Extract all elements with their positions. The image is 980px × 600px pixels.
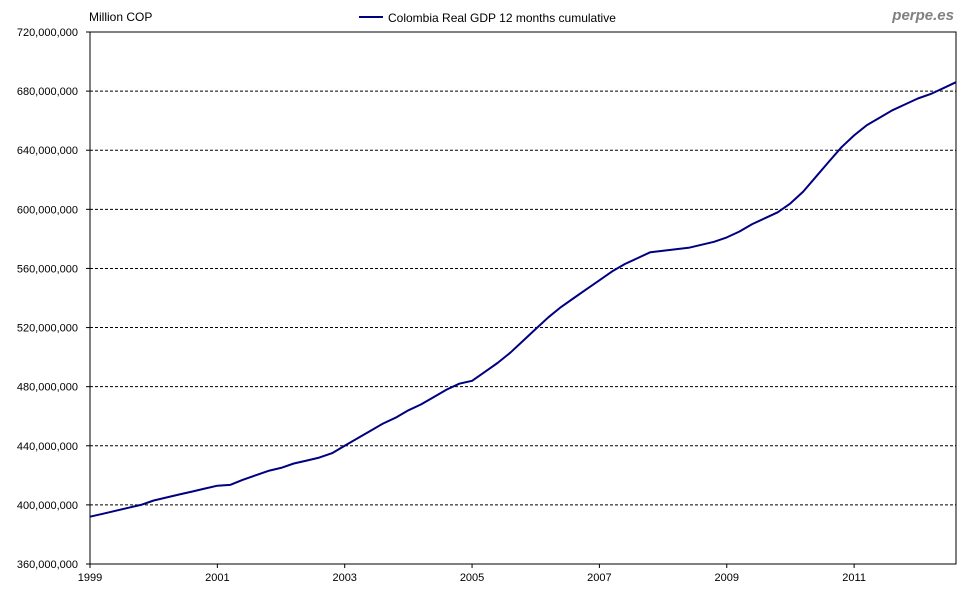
y-tick-label: 560,000,000 (17, 263, 78, 275)
legend-label: Colombia Real GDP 12 months cumulative (388, 11, 616, 25)
x-tick-label: 2003 (332, 572, 356, 584)
y-tick-label: 480,000,000 (17, 382, 78, 394)
legend: Colombia Real GDP 12 months cumulative (359, 11, 616, 25)
grid-lines (90, 90, 956, 506)
y-axis-ticks: 360,000,000 400,000,000 440,000,000 480,000… (17, 27, 90, 571)
x-tick-label: 2009 (715, 572, 739, 584)
series-layer (89, 81, 957, 518)
y-tick-label: 520,000,000 (17, 323, 78, 335)
y-axis-unit-label: Million COP (89, 10, 152, 24)
x-tick-label: 2001 (205, 572, 229, 584)
series-line (89, 81, 957, 518)
y-tick-label: 400,000,000 (17, 500, 78, 512)
y-tick-label: 600,000,000 (17, 204, 78, 216)
x-axis-ticks: 1999 2001 2003 2005 2007 2009 2011 (78, 564, 866, 584)
y-tick-label: 640,000,000 (17, 145, 78, 157)
plot-frame (89, 31, 957, 565)
y-tick-label: 440,000,000 (17, 441, 78, 453)
x-tick-label: 2005 (460, 572, 484, 584)
x-tick-label: 2011 (842, 572, 866, 584)
y-tick-label: 360,000,000 (17, 559, 78, 571)
x-tick-label: 2007 (587, 572, 611, 584)
y-tick-label: 720,000,000 (17, 27, 78, 39)
x-tick-label: 1999 (78, 572, 102, 584)
y-tick-label: 680,000,000 (17, 86, 78, 98)
watermark-brand: perpe.es (891, 7, 954, 24)
